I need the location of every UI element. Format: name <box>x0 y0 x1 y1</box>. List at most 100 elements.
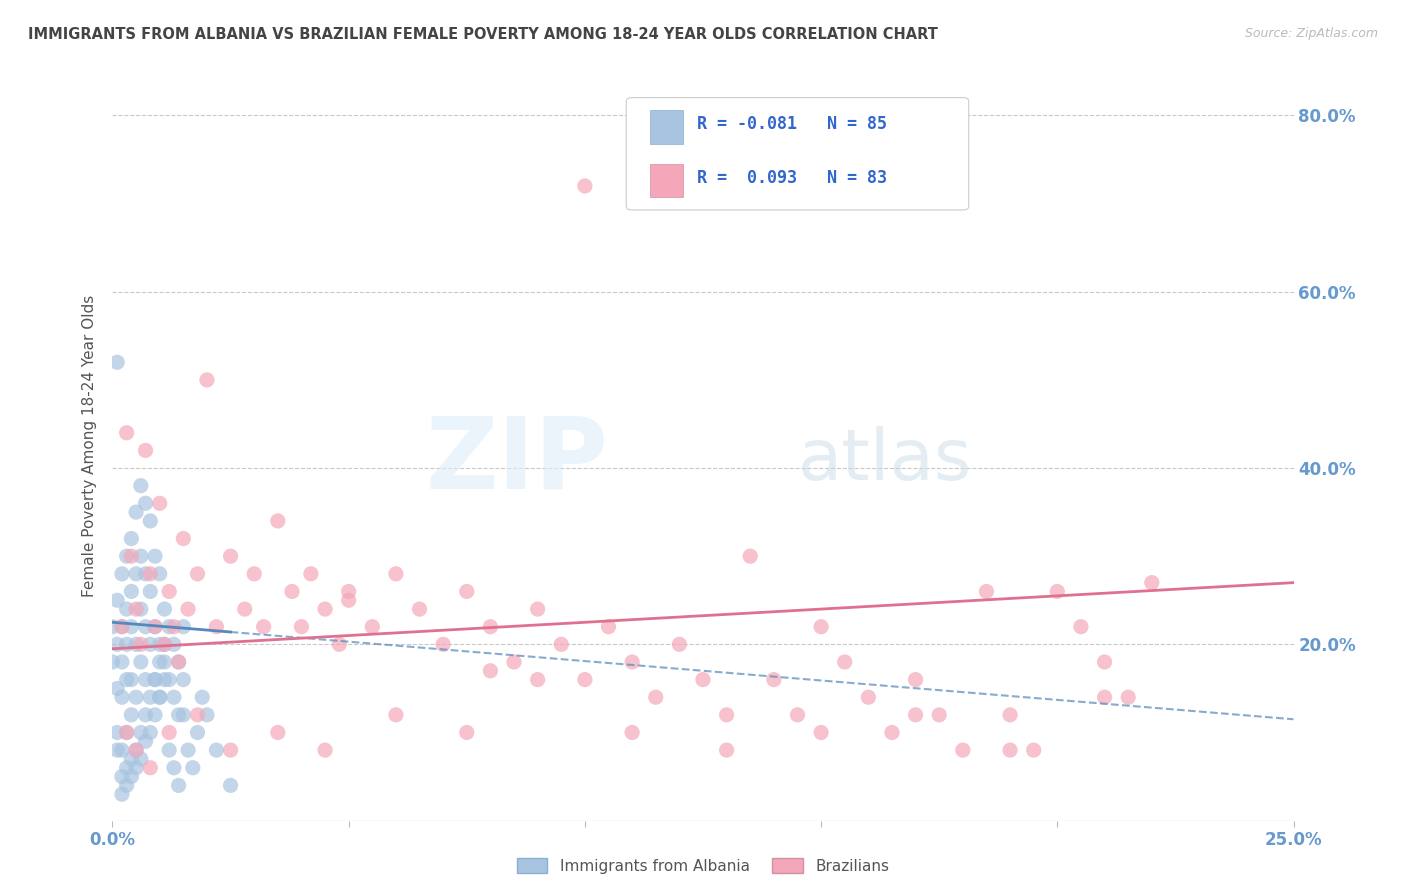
Point <box>998 743 1021 757</box>
Point <box>157 743 180 757</box>
Point <box>157 725 180 739</box>
Point <box>1070 620 1092 634</box>
Point <box>105 743 128 757</box>
Point <box>139 761 162 775</box>
Point <box>526 602 548 616</box>
Point <box>105 593 128 607</box>
Point <box>143 549 166 564</box>
Point <box>125 743 148 757</box>
Point <box>181 761 204 775</box>
Point <box>120 752 142 766</box>
Point <box>267 725 290 739</box>
Point <box>111 620 134 634</box>
Point <box>1046 584 1069 599</box>
Point <box>135 443 157 458</box>
Point <box>167 778 190 792</box>
Point <box>167 655 190 669</box>
Point <box>115 725 138 739</box>
Point <box>125 743 148 757</box>
Point <box>149 566 172 581</box>
Point <box>120 584 142 599</box>
Point <box>105 637 128 651</box>
Point <box>129 602 152 616</box>
Point <box>111 743 134 757</box>
Point <box>153 655 176 669</box>
Point <box>157 620 180 634</box>
Point <box>233 602 256 616</box>
Point <box>526 673 548 687</box>
Point <box>120 673 142 687</box>
Point <box>385 707 408 722</box>
FancyBboxPatch shape <box>626 97 969 210</box>
Text: R =  0.093   N = 83: R = 0.093 N = 83 <box>697 169 887 186</box>
Point <box>1140 575 1163 590</box>
Point <box>479 620 502 634</box>
Point <box>167 707 190 722</box>
Point <box>314 743 336 757</box>
Point <box>143 620 166 634</box>
Point <box>143 707 166 722</box>
Point <box>163 637 186 651</box>
Point <box>172 620 194 634</box>
Legend: Immigrants from Albania, Brazilians: Immigrants from Albania, Brazilians <box>510 852 896 880</box>
Point <box>834 655 856 669</box>
Point <box>120 532 142 546</box>
Point <box>361 620 384 634</box>
FancyBboxPatch shape <box>650 163 683 197</box>
Point <box>644 690 666 705</box>
Point <box>111 787 134 801</box>
Point <box>135 707 157 722</box>
Point <box>598 620 620 634</box>
Point <box>125 761 148 775</box>
Point <box>762 673 785 687</box>
Point <box>1022 743 1045 757</box>
Point <box>299 566 322 581</box>
Point <box>163 690 186 705</box>
Point <box>143 673 166 687</box>
Point <box>139 637 162 651</box>
Point <box>120 707 142 722</box>
Point <box>186 566 208 581</box>
Point <box>337 584 360 599</box>
Point <box>115 602 138 616</box>
Point <box>153 637 176 651</box>
Point <box>186 707 208 722</box>
Point <box>574 178 596 193</box>
Point <box>115 778 138 792</box>
Point <box>120 620 142 634</box>
Point <box>205 743 228 757</box>
Point <box>163 761 186 775</box>
Text: Source: ZipAtlas.com: Source: ZipAtlas.com <box>1244 27 1378 40</box>
Point <box>195 373 218 387</box>
Point <box>125 637 148 651</box>
Point <box>111 690 134 705</box>
Point <box>716 743 738 757</box>
Point <box>163 620 186 634</box>
Point <box>928 707 950 722</box>
Point <box>149 637 172 651</box>
Point <box>858 690 880 705</box>
Point <box>129 637 152 651</box>
Point <box>186 725 208 739</box>
Point <box>172 707 194 722</box>
Point <box>101 655 124 669</box>
Point <box>550 637 572 651</box>
Point <box>129 725 152 739</box>
Point <box>115 725 138 739</box>
Point <box>1094 655 1116 669</box>
Point <box>101 620 124 634</box>
Point <box>243 566 266 581</box>
Point <box>219 743 242 757</box>
Point <box>115 425 138 440</box>
Point <box>976 584 998 599</box>
Point <box>172 532 194 546</box>
Point <box>143 620 166 634</box>
Point <box>139 566 162 581</box>
Text: atlas: atlas <box>797 426 972 495</box>
Point <box>149 655 172 669</box>
Point <box>195 707 218 722</box>
Point <box>139 690 162 705</box>
Point <box>904 707 927 722</box>
Point <box>290 620 312 634</box>
Point <box>314 602 336 616</box>
